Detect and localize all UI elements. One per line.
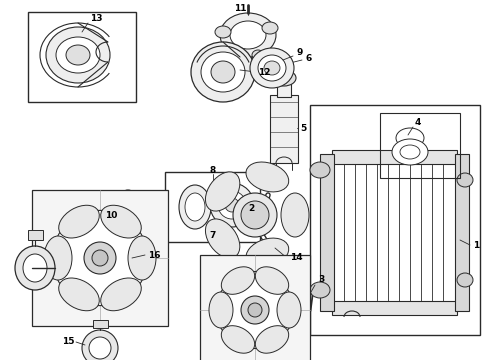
Ellipse shape bbox=[52, 210, 147, 306]
Text: 7: 7 bbox=[210, 230, 216, 239]
Ellipse shape bbox=[15, 246, 55, 290]
Text: 1: 1 bbox=[473, 240, 479, 249]
Bar bbox=[310, 105, 480, 335]
Text: 6: 6 bbox=[305, 54, 311, 63]
Bar bbox=[165, 172, 260, 242]
Bar bbox=[332, 150, 457, 164]
Ellipse shape bbox=[82, 330, 118, 360]
Ellipse shape bbox=[221, 326, 255, 353]
Ellipse shape bbox=[101, 205, 141, 238]
Ellipse shape bbox=[179, 185, 211, 229]
Ellipse shape bbox=[457, 273, 473, 287]
Bar bbox=[200, 255, 310, 360]
Ellipse shape bbox=[230, 21, 266, 49]
Ellipse shape bbox=[211, 61, 235, 83]
Text: 11: 11 bbox=[234, 4, 246, 13]
Ellipse shape bbox=[185, 193, 205, 221]
Ellipse shape bbox=[400, 145, 420, 159]
Text: 2: 2 bbox=[248, 203, 254, 212]
Ellipse shape bbox=[277, 292, 301, 328]
Text: 14: 14 bbox=[290, 253, 303, 262]
Ellipse shape bbox=[116, 190, 140, 226]
Ellipse shape bbox=[101, 278, 141, 311]
Text: 13: 13 bbox=[90, 14, 102, 23]
Bar bbox=[32, 190, 168, 326]
Ellipse shape bbox=[84, 242, 116, 274]
Ellipse shape bbox=[201, 52, 245, 92]
Bar bbox=[93, 320, 108, 328]
Ellipse shape bbox=[66, 45, 90, 65]
Ellipse shape bbox=[225, 198, 239, 212]
Ellipse shape bbox=[241, 296, 269, 324]
Ellipse shape bbox=[264, 61, 280, 75]
Ellipse shape bbox=[205, 172, 240, 211]
Ellipse shape bbox=[281, 193, 309, 237]
Ellipse shape bbox=[310, 282, 330, 298]
Ellipse shape bbox=[258, 55, 286, 81]
Bar bbox=[455, 154, 469, 311]
Text: 3: 3 bbox=[318, 275, 324, 284]
Ellipse shape bbox=[217, 271, 294, 348]
Text: 8: 8 bbox=[210, 166, 216, 175]
Ellipse shape bbox=[241, 201, 269, 229]
Ellipse shape bbox=[252, 50, 264, 60]
Text: 5: 5 bbox=[300, 123, 306, 132]
Ellipse shape bbox=[255, 267, 289, 294]
Ellipse shape bbox=[246, 238, 289, 268]
Bar bbox=[28, 230, 43, 240]
Ellipse shape bbox=[209, 292, 233, 328]
Ellipse shape bbox=[59, 278, 99, 311]
Bar bbox=[270, 95, 298, 163]
Ellipse shape bbox=[233, 193, 277, 237]
Bar bbox=[332, 301, 457, 315]
Ellipse shape bbox=[221, 267, 255, 294]
Ellipse shape bbox=[92, 250, 108, 266]
Ellipse shape bbox=[210, 183, 254, 227]
Ellipse shape bbox=[457, 173, 473, 187]
Ellipse shape bbox=[248, 303, 262, 317]
Ellipse shape bbox=[205, 219, 240, 258]
Ellipse shape bbox=[272, 70, 296, 86]
Ellipse shape bbox=[59, 205, 99, 238]
Ellipse shape bbox=[23, 254, 47, 282]
Ellipse shape bbox=[218, 191, 246, 219]
Ellipse shape bbox=[56, 37, 100, 73]
Ellipse shape bbox=[250, 48, 294, 88]
Ellipse shape bbox=[46, 27, 110, 83]
Ellipse shape bbox=[249, 61, 271, 75]
Ellipse shape bbox=[191, 42, 255, 102]
Text: 9: 9 bbox=[296, 48, 302, 57]
Ellipse shape bbox=[396, 128, 424, 148]
Ellipse shape bbox=[220, 13, 276, 57]
Ellipse shape bbox=[89, 337, 111, 359]
Text: 15: 15 bbox=[62, 338, 74, 346]
Text: 10: 10 bbox=[105, 211, 118, 220]
Ellipse shape bbox=[242, 56, 278, 80]
Bar bbox=[380, 113, 460, 178]
Ellipse shape bbox=[44, 236, 72, 280]
Ellipse shape bbox=[310, 162, 330, 178]
Text: 16: 16 bbox=[148, 251, 161, 260]
Text: 4: 4 bbox=[415, 117, 421, 126]
Bar bbox=[277, 82, 291, 97]
Bar bbox=[320, 154, 334, 311]
Ellipse shape bbox=[215, 26, 231, 38]
Ellipse shape bbox=[255, 326, 289, 353]
Ellipse shape bbox=[262, 22, 278, 34]
Ellipse shape bbox=[248, 208, 262, 222]
Ellipse shape bbox=[392, 139, 428, 165]
Bar bbox=[28, 12, 136, 102]
Ellipse shape bbox=[128, 236, 156, 280]
Ellipse shape bbox=[246, 162, 289, 192]
Text: 12: 12 bbox=[258, 68, 270, 77]
Ellipse shape bbox=[241, 201, 269, 229]
